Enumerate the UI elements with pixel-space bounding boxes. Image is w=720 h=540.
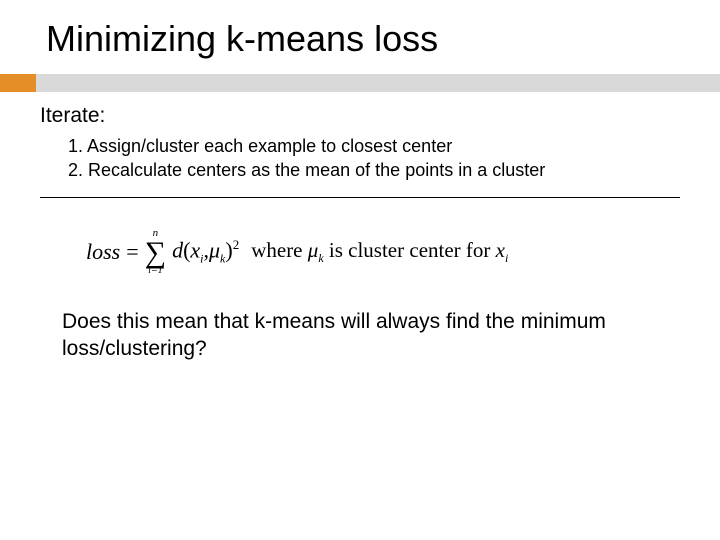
step-1: 1. Assign/cluster each example to closes… xyxy=(68,134,680,158)
equals-sign: = xyxy=(126,239,138,265)
slide-title: Minimizing k-means loss xyxy=(46,18,720,60)
step-2: 2. Recalculate centers as the mean of th… xyxy=(68,158,680,182)
where-tail: is cluster center for xyxy=(324,238,496,262)
question-text: Does this mean that k-means will always … xyxy=(0,306,720,363)
distance-term: d(xi,μk)2 xyxy=(172,237,239,267)
sigma-symbol: ∑ xyxy=(145,239,166,266)
formula-row: loss = n ∑ i=1 d(xi,μk)2 where μk is clu… xyxy=(0,198,720,306)
x-var: x xyxy=(190,237,200,262)
title-area: Minimizing k-means loss xyxy=(0,0,720,72)
where-clause: where μk is cluster center for xi xyxy=(251,238,508,266)
iterate-label: Iterate: xyxy=(40,104,680,128)
x2-sub: i xyxy=(505,251,508,265)
steps-list: 1. Assign/cluster each example to closes… xyxy=(40,134,680,183)
x2-var: x xyxy=(496,238,505,262)
mu-var: μ xyxy=(209,237,220,262)
mu2-var: μ xyxy=(308,238,319,262)
squared: 2 xyxy=(233,237,240,252)
title-underline xyxy=(36,74,720,92)
sigma-lower: i=1 xyxy=(148,266,163,276)
where-word: where xyxy=(251,238,308,262)
accent-bar xyxy=(0,74,36,92)
sigma-icon: n ∑ i=1 xyxy=(145,228,166,276)
d-letter: d xyxy=(172,237,183,262)
loss-formula: loss = n ∑ i=1 d(xi,μk)2 xyxy=(86,228,239,276)
loss-word: loss xyxy=(86,239,120,265)
rparen: ) xyxy=(225,237,232,262)
